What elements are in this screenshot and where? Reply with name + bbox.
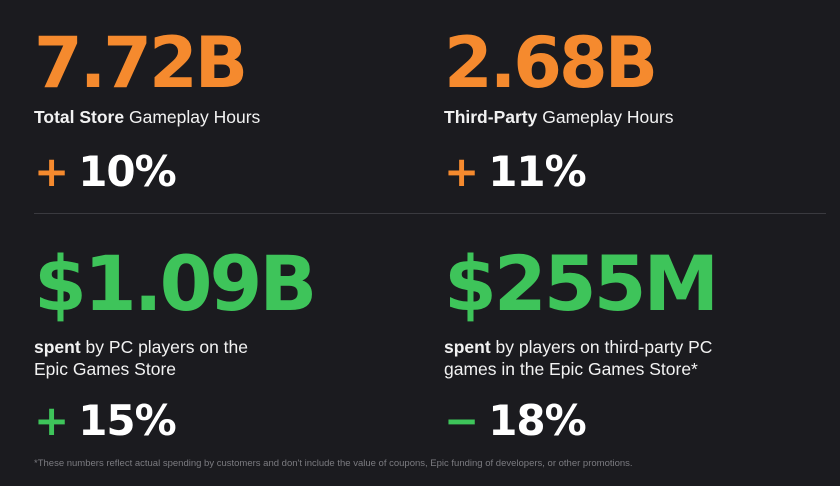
- third-party-spend-label-rest: by players on third-party PC: [490, 337, 713, 357]
- total-hours-label-rest: Gameplay Hours: [124, 107, 261, 127]
- third-party-hours-change: +11%: [444, 147, 587, 196]
- third-party-spend-label-line2: games in the Epic Games Store*: [444, 359, 698, 379]
- section-divider: [34, 213, 826, 214]
- total-hours-label-bold: Total Store: [34, 107, 125, 127]
- pc-spend-label-line2: Epic Games Store: [34, 359, 176, 379]
- total-hours-change: +10%: [34, 147, 177, 196]
- third-party-spend-label-bold: spent: [444, 337, 491, 357]
- pc-spend-label-rest: by PC players on the: [80, 337, 248, 357]
- stat-third-party-spend: $255M spent by players on third-party PC…: [444, 246, 824, 380]
- pc-spend-change-value: 15%: [78, 396, 177, 445]
- third-party-spend-change-value: 18%: [488, 396, 587, 445]
- total-hours-label: Total Store Gameplay Hours: [34, 106, 414, 128]
- third-party-spend-label: spent by players on third-party PC games…: [444, 336, 824, 380]
- pc-spend-value: $1.09B: [34, 239, 317, 328]
- third-party-hours-label: Third-Party Gameplay Hours: [444, 106, 824, 128]
- third-party-hours-value: 2.68B: [444, 22, 658, 104]
- stat-pc-spend: $1.09B spent by PC players on the Epic G…: [34, 246, 414, 380]
- total-hours-value: 7.72B: [34, 22, 248, 104]
- stat-total-store-hours: 7.72B Total Store Gameplay Hours: [34, 28, 414, 128]
- plus-icon: +: [444, 147, 479, 196]
- footnote: *These numbers reflect actual spending b…: [34, 458, 633, 469]
- stat-third-party-hours: 2.68B Third-Party Gameplay Hours: [444, 28, 824, 128]
- plus-icon: +: [34, 396, 69, 445]
- third-party-hours-label-rest: Gameplay Hours: [537, 107, 674, 127]
- pc-spend-label-line1: spent by PC players on the: [34, 336, 414, 358]
- third-party-hours-label-bold: Third-Party: [444, 107, 538, 127]
- third-party-spend-change: −18%: [444, 396, 587, 445]
- pc-spend-change: +15%: [34, 396, 177, 445]
- third-party-spend-label-line1: spent by players on third-party PC: [444, 336, 824, 358]
- plus-icon: +: [34, 147, 69, 196]
- minus-icon: −: [444, 396, 479, 445]
- total-hours-change-value: 10%: [78, 147, 177, 196]
- third-party-hours-change-value: 11%: [488, 147, 587, 196]
- third-party-spend-value: $255M: [444, 239, 719, 328]
- pc-spend-label-bold: spent: [34, 337, 81, 357]
- pc-spend-label: spent by PC players on the Epic Games St…: [34, 336, 414, 380]
